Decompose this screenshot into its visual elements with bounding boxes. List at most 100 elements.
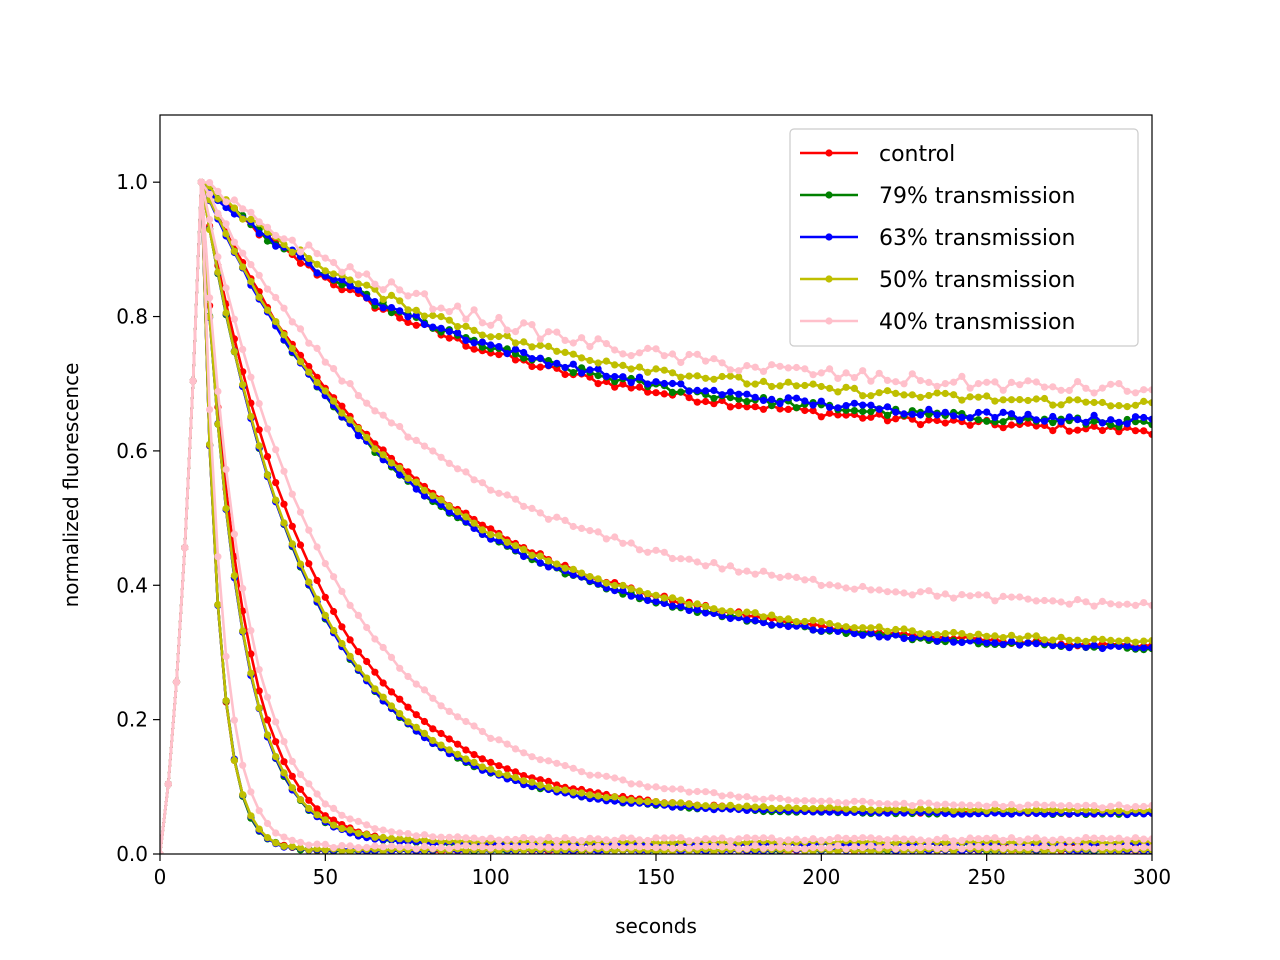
data-point — [1040, 394, 1049, 403]
data-point — [288, 784, 296, 792]
data-point — [371, 668, 379, 676]
series-4-curve-2 — [160, 178, 1152, 854]
data-point — [743, 608, 751, 616]
data-point — [586, 573, 594, 581]
data-point — [1082, 834, 1090, 842]
data-point — [842, 584, 850, 592]
data-point — [487, 321, 495, 329]
data-point — [867, 392, 875, 400]
data-point — [396, 297, 404, 305]
data-point — [206, 215, 214, 224]
data-point — [1098, 426, 1106, 435]
data-point — [371, 685, 379, 693]
data-point — [801, 397, 809, 405]
data-point — [478, 835, 486, 843]
data-point — [826, 626, 834, 634]
data-point — [867, 401, 875, 409]
data-point — [660, 390, 668, 398]
data-point — [950, 378, 958, 386]
data-point — [850, 630, 859, 638]
data-point — [478, 479, 486, 487]
data-point — [296, 785, 305, 793]
data-point — [280, 331, 288, 339]
data-point — [677, 380, 685, 388]
data-point — [685, 844, 693, 852]
data-point — [751, 570, 759, 578]
data-point — [908, 370, 916, 378]
data-point — [222, 230, 230, 238]
data-point — [768, 382, 776, 391]
data-point — [437, 496, 445, 504]
data-point — [214, 268, 222, 276]
data-point — [296, 248, 305, 256]
data-point — [726, 394, 735, 402]
data-point — [1032, 806, 1040, 814]
data-point — [511, 339, 520, 347]
data-point — [239, 381, 247, 389]
data-point — [495, 736, 503, 744]
data-point — [412, 711, 420, 719]
data-point — [644, 836, 652, 845]
data-point — [668, 785, 677, 793]
data-point — [892, 588, 900, 596]
data-point — [644, 783, 652, 791]
data-point — [619, 581, 627, 590]
data-point — [751, 393, 759, 401]
data-point — [668, 594, 677, 602]
data-point — [1074, 396, 1082, 404]
data-point — [735, 835, 743, 843]
data-point — [743, 380, 751, 388]
data-point — [1090, 845, 1098, 853]
data-point — [759, 834, 768, 842]
data-point — [255, 271, 263, 279]
data-point — [437, 313, 445, 321]
series-3-curve-2 — [160, 178, 1152, 854]
data-point — [602, 579, 611, 587]
data-point — [768, 621, 776, 629]
data-point — [900, 391, 908, 399]
data-point — [619, 834, 627, 842]
data-point — [478, 755, 486, 763]
data-point — [859, 367, 867, 375]
data-point — [702, 397, 710, 406]
data-point — [702, 374, 710, 382]
data-point — [817, 804, 825, 812]
data-point — [255, 704, 263, 712]
data-point — [1131, 601, 1140, 610]
data-point — [652, 844, 660, 852]
data-point — [247, 208, 255, 216]
data-point — [594, 528, 602, 536]
data-point — [495, 313, 503, 322]
data-point — [247, 650, 255, 658]
data-point — [1148, 644, 1152, 652]
data-point — [784, 615, 792, 623]
data-point — [503, 332, 511, 340]
data-point — [487, 525, 495, 533]
data-point — [561, 348, 569, 356]
data-point — [925, 799, 933, 807]
data-point — [900, 634, 908, 643]
data-point — [999, 418, 1007, 426]
data-point — [404, 306, 412, 314]
data-point — [983, 844, 991, 852]
data-point — [627, 365, 635, 373]
data-point — [272, 839, 280, 847]
data-point — [445, 308, 453, 316]
data-point — [230, 247, 238, 255]
data-point — [759, 405, 768, 413]
data-point — [685, 788, 693, 796]
data-point — [908, 410, 916, 418]
data-point — [883, 633, 892, 641]
y-axis: 0.0 0.2 0.4 0.6 0.8 1.0 — [116, 170, 160, 866]
data-point — [272, 718, 280, 726]
data-point — [784, 364, 792, 372]
data-point — [611, 361, 619, 369]
data-point — [296, 560, 305, 568]
data-point — [520, 749, 528, 757]
data-point — [941, 380, 949, 388]
data-point — [1090, 641, 1098, 649]
data-point — [660, 799, 668, 807]
data-point — [495, 489, 503, 497]
data-point — [412, 723, 420, 731]
